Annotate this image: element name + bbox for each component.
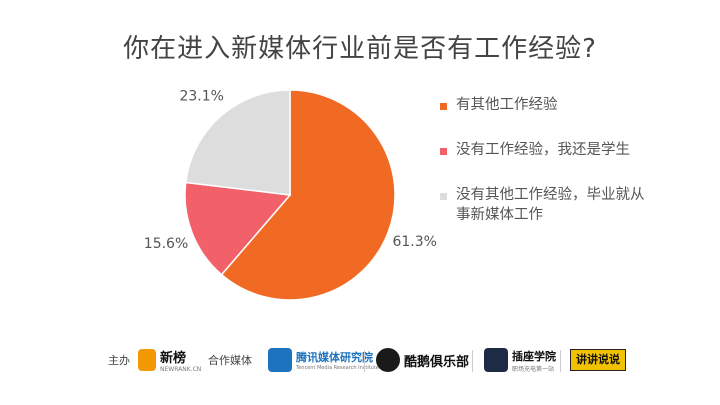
penguin-club-logo: 酷鹅俱乐部 [376, 346, 469, 374]
slice-label-graduate: 23.1% [179, 89, 223, 105]
legend-swatch-pink [440, 148, 447, 155]
tencent-media-logo-icon [268, 348, 292, 372]
host-label: 主办 [108, 354, 130, 367]
legend-label: 没有工作经验，我还是学生 [456, 142, 630, 158]
penguin-club-logo-icon [376, 348, 400, 372]
slice-label-has-experience: 61.3% [392, 234, 436, 250]
slice-label-student: 15.6% [144, 236, 188, 252]
partner-label: 合作媒体 [208, 354, 252, 367]
footer: 主办 新榜 NEWRANK.CN 合作媒体 腾讯媒体研究院 Tencent Me… [0, 340, 720, 380]
badge-logo-icon: 讲讲说说 [570, 349, 626, 371]
chart-title: 你在进入新媒体行业前是否有工作经验? [123, 34, 597, 64]
socket-academy-logo: 插座学院 职场充电第一站 [484, 346, 556, 374]
legend-item-has-experience: 有其他工作经验 [440, 95, 680, 115]
legend-label: 有其他工作经验 [456, 97, 558, 113]
divider [472, 350, 473, 372]
pie-slice-has-experience [220, 89, 396, 301]
tencent-media-logo: 腾讯媒体研究院 Tencent Media Research Institute [268, 346, 379, 374]
divider [364, 350, 365, 372]
newrank-logo-icon [138, 349, 156, 371]
legend: 有其他工作经验 没有工作经验，我还是学生 没有其他工作经验，毕业就从事新媒体工作 [440, 95, 680, 250]
legend-swatch-gray [440, 193, 447, 200]
pie-slice-student [184, 181, 292, 276]
legend-label: 没有其他工作经验，毕业就从事新媒体工作 [456, 187, 645, 223]
pie-slice-graduate [184, 89, 291, 196]
legend-swatch-orange [440, 103, 447, 110]
legend-item-graduate: 没有其他工作经验，毕业就从事新媒体工作 [440, 185, 680, 225]
socket-academy-logo-icon [484, 348, 508, 372]
newrank-logo: 新榜 NEWRANK.CN [138, 346, 201, 374]
divider [560, 350, 561, 372]
legend-item-student: 没有工作经验，我还是学生 [440, 140, 680, 160]
